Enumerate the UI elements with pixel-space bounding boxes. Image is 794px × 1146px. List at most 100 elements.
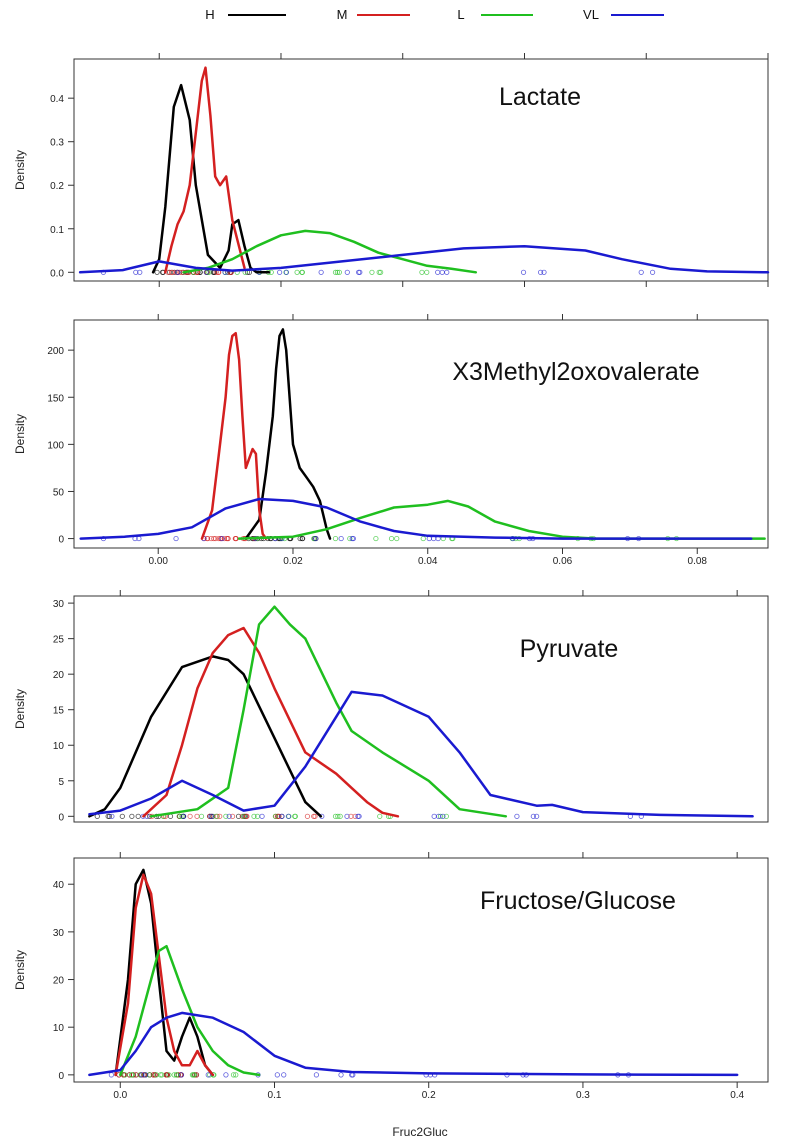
rug-point-l (437, 813, 444, 819)
y-tick-label: 200 (47, 346, 64, 357)
rug-point-l (347, 535, 353, 542)
legend-entry-vl: VL (583, 7, 664, 22)
y-tick-label: 15 (53, 706, 65, 717)
y-axis-label: Density (13, 950, 27, 990)
rug-point-vl (534, 813, 540, 819)
rug-point-l (294, 269, 300, 275)
x-axis-label: Fruc2Gluc (392, 1125, 447, 1139)
rug-point-l (198, 813, 205, 819)
rug-point-vl (203, 269, 209, 275)
y-tick-label: 0 (58, 535, 64, 546)
panel-lactate: 0.0 0.1 0.2 0.3 0.4 Density Lactate (13, 53, 770, 287)
rug-point-vl (344, 269, 350, 275)
rug-point-l (394, 535, 400, 542)
rug-point-m (204, 535, 211, 542)
rug-point-vl (435, 269, 441, 275)
y-axis-label: Density (13, 150, 27, 190)
rug-point-m (207, 813, 213, 819)
rug-point-l (179, 813, 185, 819)
rug-point-l (376, 269, 382, 275)
y-tick-label: 0 (58, 812, 64, 823)
rug-point-vl (514, 813, 520, 819)
rug-point-h (94, 813, 100, 819)
density-curve-l (182, 229, 478, 274)
x-tick-label: 0.00 (148, 556, 168, 567)
rug-point-vl (274, 1072, 280, 1078)
x-tick-label: 0.08 (688, 556, 708, 567)
rug-point-vl (649, 269, 656, 275)
rug-point-vl (181, 813, 187, 819)
legend-label-l: L (457, 7, 464, 22)
x-tick-label: 0.1 (268, 1090, 282, 1101)
rug-point-h (106, 813, 113, 819)
x-tick-label: 0.04 (418, 556, 438, 567)
rug-point-vl (140, 813, 146, 819)
y-tick-label: 10 (53, 741, 65, 752)
y-tick-label: 40 (53, 880, 65, 891)
panel-pyruvate: 0 5 10 15 20 25 30 Density Pyruvate (13, 590, 769, 823)
rug-point-vl (226, 813, 232, 819)
rug-point-l (334, 269, 341, 275)
rug-point-m (232, 535, 238, 542)
rug-point-vl (108, 1072, 114, 1078)
plot-frame (73, 595, 769, 823)
y-tick-label: 150 (47, 393, 64, 404)
rug-point-vl (338, 1072, 344, 1078)
y-tick-label: 0.3 (50, 138, 64, 149)
density-curve-h (151, 83, 271, 274)
density-curve-m (114, 873, 215, 1077)
y-tick-label: 0.4 (50, 94, 64, 105)
rug-point-l (378, 269, 384, 275)
density-curve-h (114, 868, 215, 1077)
density-curve-vl (88, 690, 754, 818)
rug-point-l (419, 269, 425, 275)
y-axis-label: Density (13, 414, 27, 454)
density-curve-l (119, 944, 261, 1077)
rug-point-m (311, 813, 317, 819)
rug-point-vl (338, 535, 344, 542)
rug-point-m (152, 1072, 158, 1078)
y-tick-label: 5 (58, 777, 64, 788)
y-tick-label: 10 (53, 1023, 65, 1034)
rug-point-vl (109, 813, 115, 819)
y-tick-label: 30 (53, 599, 65, 610)
rug-point-m (177, 269, 183, 275)
x-tick-label: 0.3 (576, 1090, 590, 1101)
x-tick-label: 0.02 (283, 556, 303, 567)
rug-point-l (146, 1072, 153, 1078)
rug-point-l (336, 269, 342, 275)
rug-point-l (171, 1072, 177, 1078)
rug-point-l (292, 813, 298, 819)
legend-entry-l: L (457, 7, 533, 22)
rug-point-vl (355, 813, 361, 819)
y-tick-label: 30 (53, 928, 65, 939)
rug-point-l (272, 813, 279, 819)
rug-point-m (225, 535, 231, 542)
density-curve-l (237, 499, 766, 540)
density-curve-m (142, 626, 400, 818)
rug-point-m (194, 813, 200, 819)
density-curve-vl (88, 1011, 739, 1077)
rug-point-vl (356, 269, 362, 275)
rug-point-vl (219, 535, 225, 542)
rug-point-l (373, 535, 379, 542)
panel-title: X3Methyl2oxovalerate (452, 358, 699, 386)
rug-point-l (166, 1072, 172, 1078)
rug-point-l (129, 1072, 135, 1078)
legend-label-vl: VL (583, 7, 599, 22)
rug-point-l (159, 1072, 165, 1078)
rug-point-vl (537, 269, 544, 275)
density-curve-vl (78, 244, 770, 274)
rug-point-l (173, 1072, 180, 1078)
rug-point-m (212, 535, 219, 542)
rug-point-vl (318, 269, 324, 275)
y-tick-label: 0.1 (50, 225, 64, 236)
y-tick-label: 20 (53, 976, 65, 987)
rug-point-h (154, 269, 160, 275)
rug-point-vl (277, 269, 283, 275)
rug-point-vl (349, 535, 355, 542)
rug-point-h (119, 813, 125, 819)
rug-point-vl (313, 1072, 319, 1078)
y-tick-label: 0.0 (50, 268, 64, 279)
